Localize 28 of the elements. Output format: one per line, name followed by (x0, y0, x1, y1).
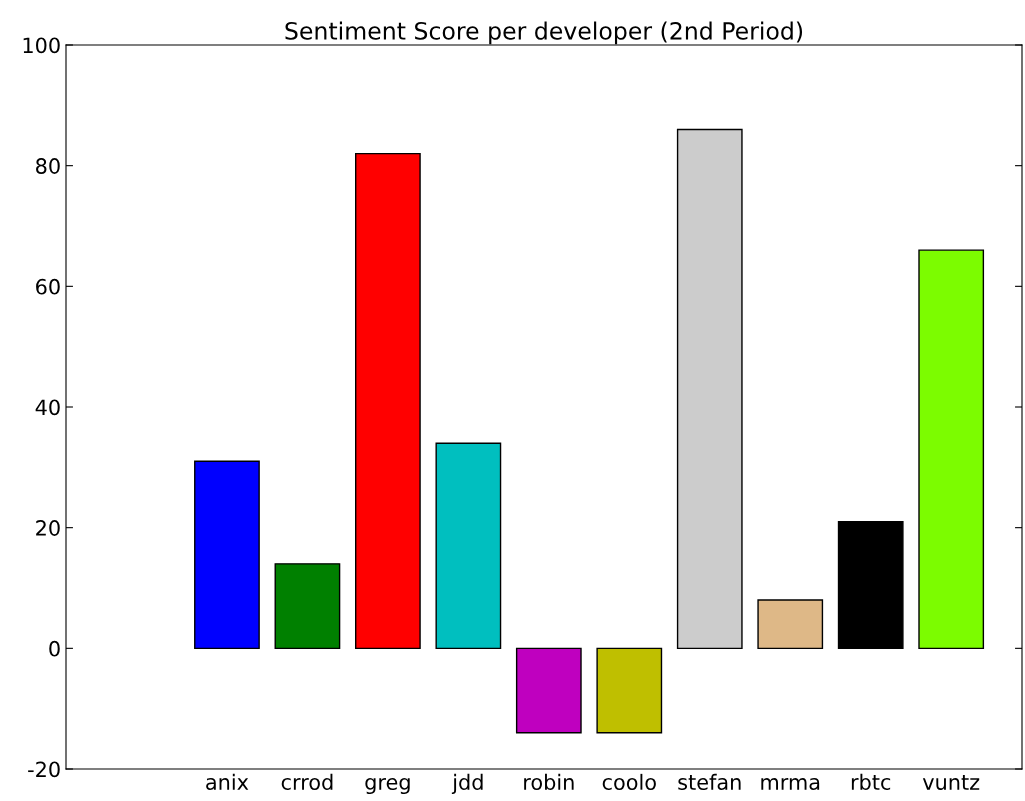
y-tick-label: 100 (23, 37, 60, 54)
y-tick-label: 20 (36, 520, 60, 536)
x-tick-label: coolo (602, 773, 656, 790)
x-tick-label: rbtc (851, 773, 891, 790)
x-tick-label: robin (524, 773, 574, 790)
y-tick-label: -20 (28, 761, 60, 778)
chart-title: Sentiment Score per developer (2nd Period) (285, 21, 803, 45)
x-tick-label: greg (365, 778, 410, 795)
x-tick-label: mrma (761, 778, 820, 790)
bar (837, 520, 904, 650)
bar (918, 249, 985, 650)
bar (676, 128, 743, 650)
y-tick-label: 40 (35, 399, 60, 416)
y-tick-label: 0 (49, 640, 60, 657)
bar (515, 647, 582, 734)
bar (435, 442, 502, 650)
bar (274, 563, 341, 650)
x-tick-label: crrod (281, 773, 333, 790)
x-tick-label: stefan (678, 773, 741, 790)
bar (596, 647, 663, 734)
y-tick-label: 80 (36, 158, 60, 174)
bar (355, 152, 421, 650)
bar (194, 460, 260, 650)
y-tick-label: 60 (36, 278, 60, 295)
x-tick-label: vuntz (922, 775, 980, 790)
x-tick-label: jdd (451, 773, 483, 795)
x-tick-label: anix (206, 773, 249, 790)
bar (757, 599, 824, 650)
